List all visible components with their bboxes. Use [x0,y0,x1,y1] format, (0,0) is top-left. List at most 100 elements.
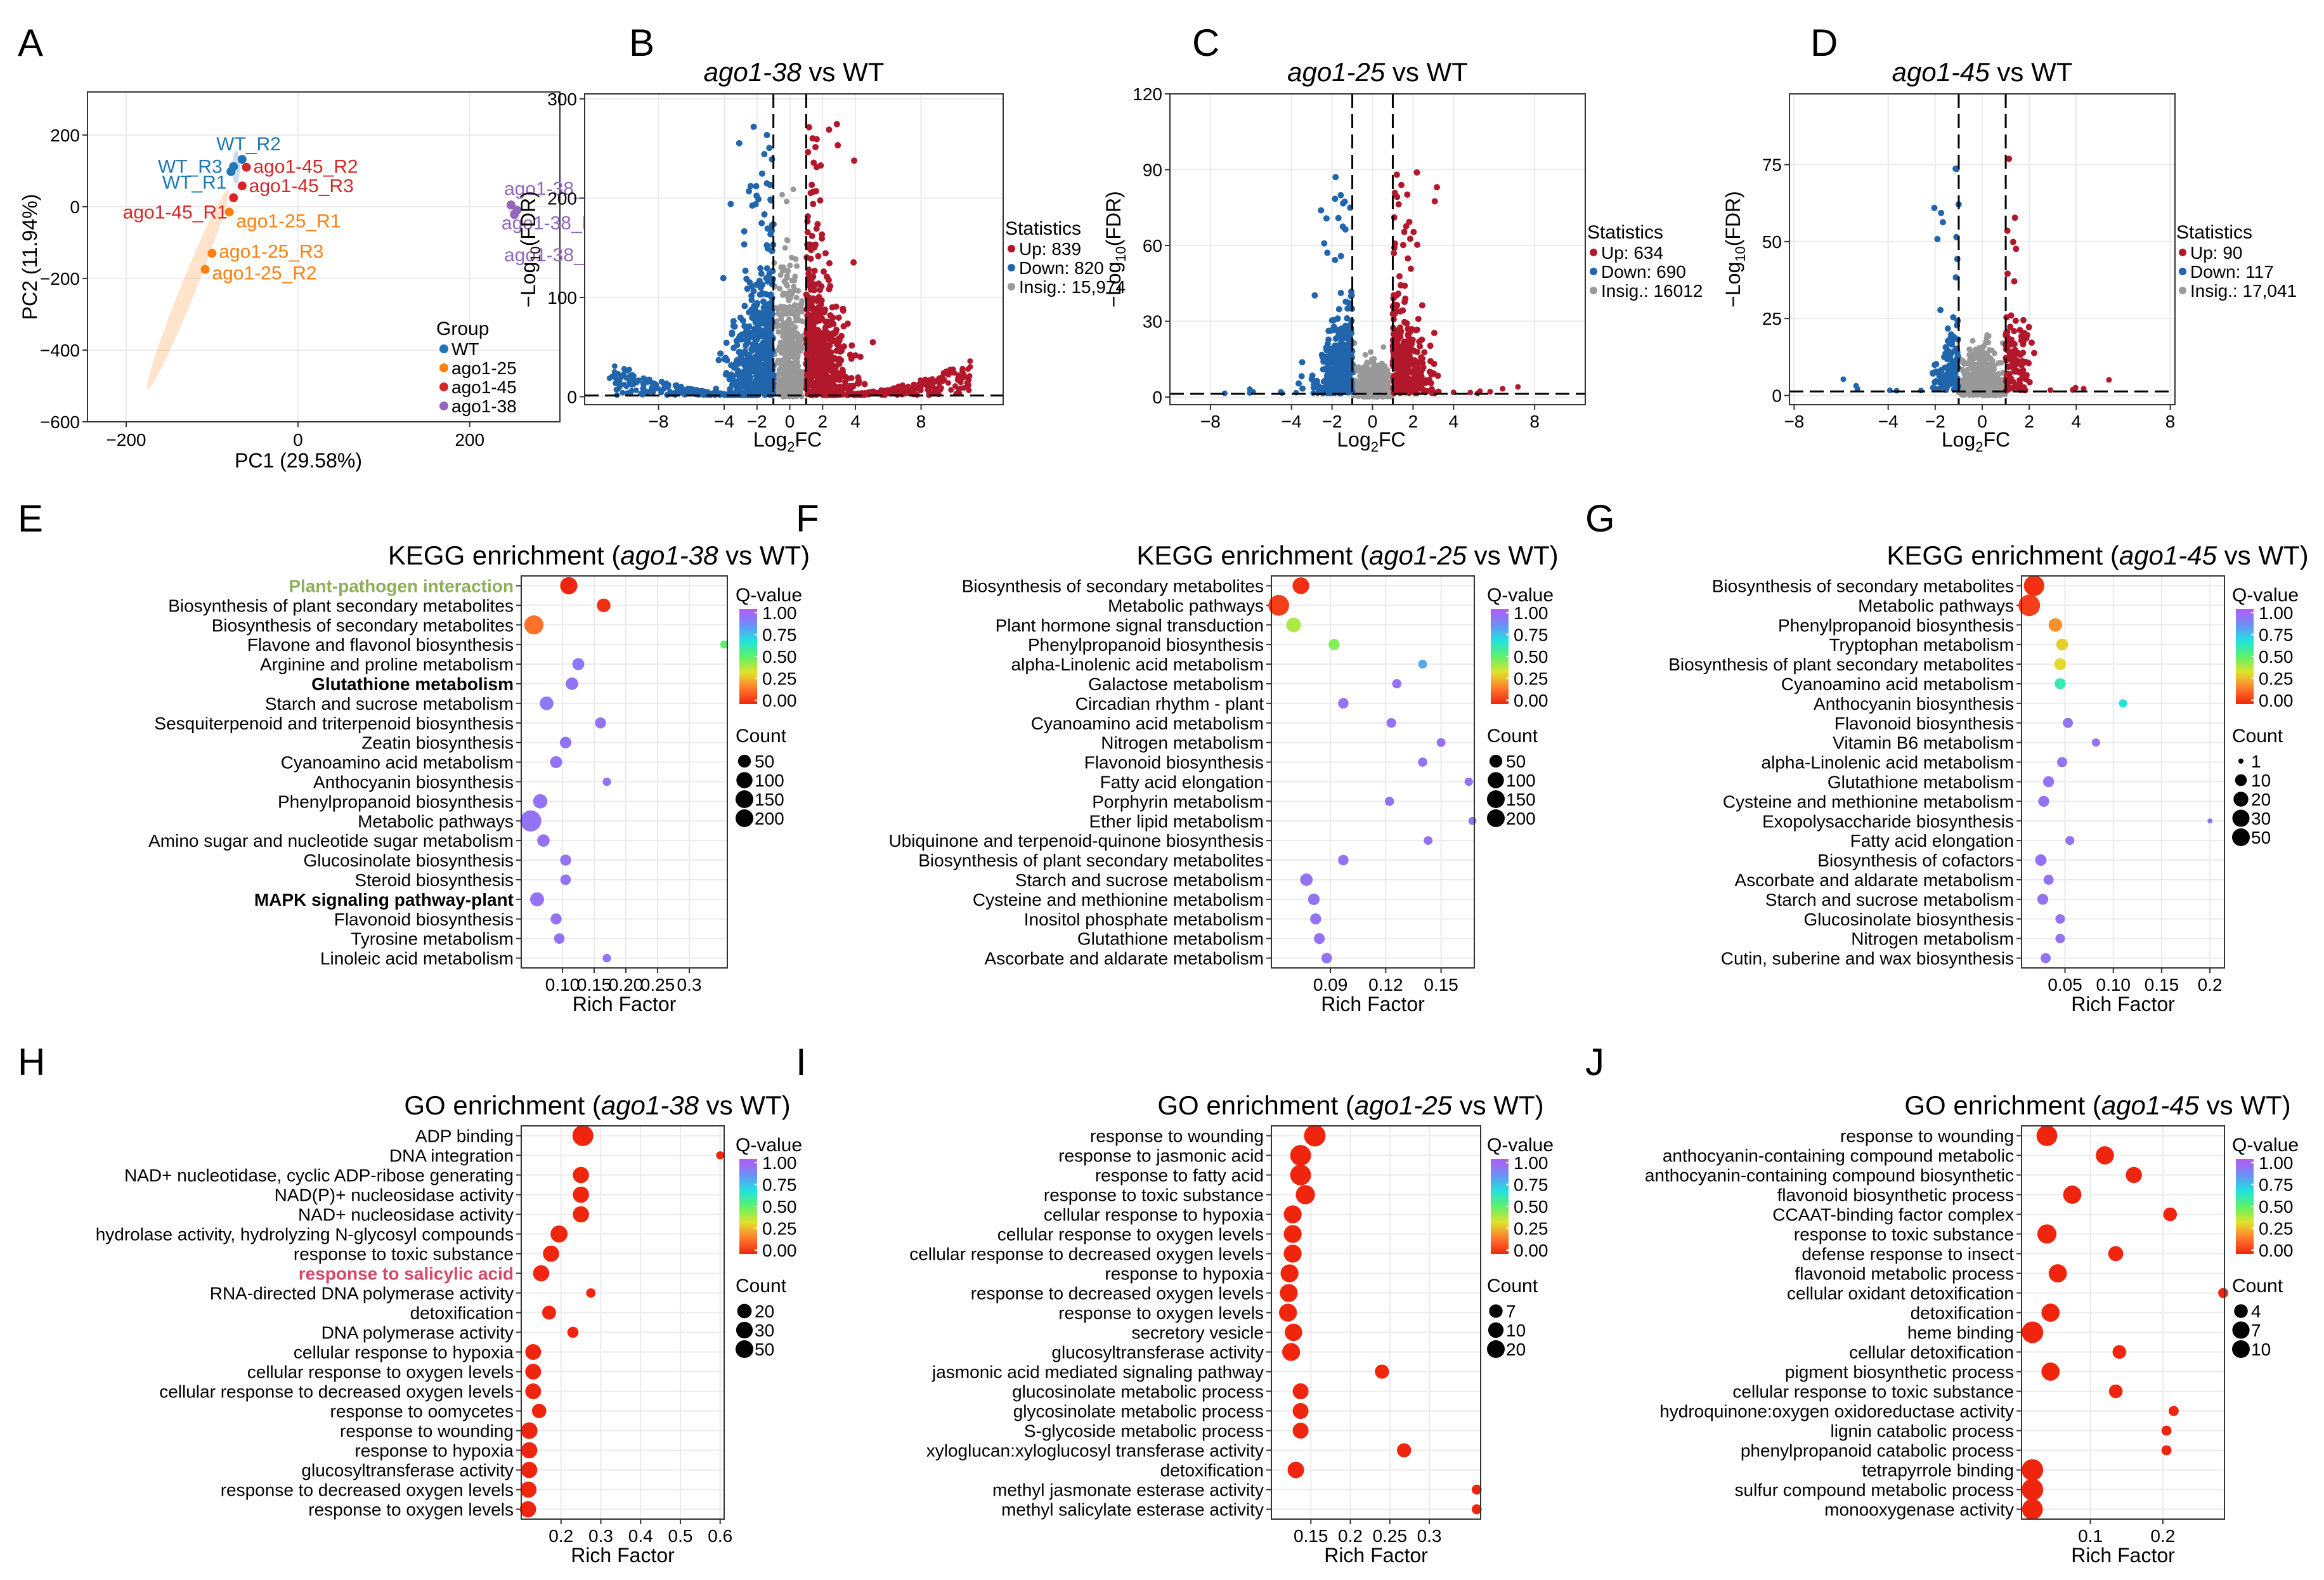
enrichment-dot [572,658,585,670]
pca-point-label: ago1-45_R3 [249,176,354,197]
point-down [755,196,762,203]
point-up [1404,387,1411,394]
point-up [1408,369,1415,375]
stats-label: Down: 117 [2190,262,2274,282]
title-rest: vs WT [1385,57,1468,87]
term-label: Biosynthesis of plant secondary metaboli… [918,851,1264,870]
y-title-sub: 10 [528,246,543,261]
point-up [2020,317,2027,323]
panel-label-G: G [1585,497,1615,540]
y-title-sub: 10 [1732,246,1748,261]
point-down [639,391,646,398]
enrichment-dot [1338,854,1349,866]
point-up [1397,308,1404,315]
point-up [1408,265,1415,272]
point-down [1347,341,1354,348]
point-down [759,368,766,375]
point-down [741,303,748,310]
enrichment-dot [1286,617,1301,632]
point-up [2015,369,2022,375]
enrichment-dot [2022,1479,2044,1501]
pca-point [229,193,238,202]
point-up [807,255,814,262]
term-label: Glutathione metabolism [1077,929,1264,949]
point-down [752,200,759,207]
point-up [945,372,952,378]
point-up [2106,377,2112,383]
point-up [1500,386,1506,392]
term-label: Nitrogen metabolism [1101,733,1264,753]
point-down [730,322,737,329]
enrichment-dot [1384,797,1394,806]
enrichment-dot [1386,718,1396,728]
point-down [758,387,765,394]
point-down [701,391,707,397]
enrichment-dot [602,953,611,963]
point-insig [1976,382,1982,389]
enrichment-dot [2161,1445,2172,1456]
point-down [1951,372,1958,379]
point-insig [787,385,793,391]
point-insig [1970,381,1977,388]
qvalue-colorbar [739,1159,757,1254]
term-label: phenylpropanoid catabolic process [1741,1441,2014,1461]
term-label: Cyanoamino acid metabolism [281,753,514,773]
point-up [1401,369,1408,375]
term-label: detoxification [1911,1303,2014,1323]
point-down [729,329,736,336]
term-label: glucosyltransferase activity [1051,1343,1264,1362]
enrichment-dot [525,1383,542,1399]
count-title: Count [736,726,787,747]
point-up [816,317,823,324]
point-up [1396,358,1403,365]
point-up [834,142,841,149]
pca-point-label: WT_R2 [216,134,281,155]
enrichment-dot [537,834,550,847]
point-down [1344,335,1351,342]
x-tick-label: 4 [850,412,860,431]
panel-title: ago1-38 vs WT [704,57,885,87]
point-down [741,348,748,355]
point-insig [781,378,788,384]
enrichment-dot [524,615,544,635]
point-down [758,341,765,348]
term-label: xyloglucan:xyloglucosyl transferase acti… [926,1441,1264,1461]
x-tick-label: −8 [1784,412,1804,431]
enrichment-dot [2207,818,2213,824]
enrichment-dot [1295,1185,1315,1205]
point-down [1930,384,1937,391]
enrichment-dot [1392,679,1402,689]
y-title-a: −Log [1102,262,1125,308]
y-title-a: −Log [1722,262,1744,308]
point-down [726,375,733,382]
plot-bg [1271,576,1474,968]
point-down [1334,315,1341,322]
enrichment-dot [2108,1384,2123,1399]
count-legend-label: 4 [2251,1302,2261,1321]
point-insig [1982,385,1989,391]
enrichment-dot [2041,1362,2060,1381]
count-legend-label: 7 [2251,1321,2261,1340]
qvalue-tick-label: 1.00 [2259,603,2294,623]
point-up [833,341,840,348]
point-down [1942,344,1949,351]
x-title-sub: 2 [1371,439,1379,455]
count-legend-label: 50 [2251,828,2271,847]
enrichment-dot [533,1265,550,1282]
enrichment-dot [554,933,565,944]
title-italic: ago1-25 [1287,57,1386,87]
point-down [723,339,730,346]
point-up [951,369,957,375]
x-tick-label: −2 [747,412,767,431]
y-axis-title: −Log10(FDR) [1722,191,1748,308]
enrichment-dot [1314,933,1325,944]
point-up [815,348,822,355]
title-rest: vs WT [802,57,885,87]
point-down [1332,174,1339,181]
point-insig [795,363,802,369]
y-tick-label: 30 [1143,312,1162,332]
term-label: monooxygenase activity [1824,1500,2014,1520]
point-insig [1366,383,1373,389]
point-up [902,390,909,396]
